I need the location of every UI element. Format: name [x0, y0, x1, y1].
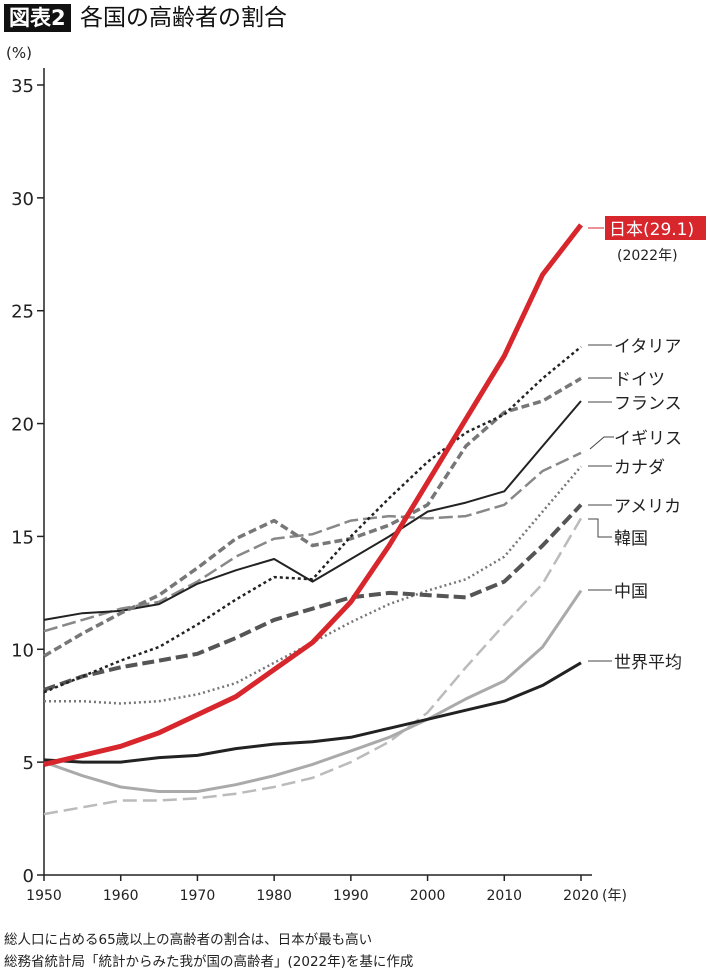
x-axis-label: (年)	[602, 888, 627, 904]
caption: 総人口に占める65歳以上の高齢者の割合は、日本が最も高い	[4, 932, 373, 948]
x-tick-label: 1960	[103, 888, 139, 904]
y-tick-label: 10	[11, 640, 34, 661]
y-tick-label: 20	[11, 415, 34, 436]
x-tick-label: 2000	[410, 888, 446, 904]
series-label: イタリア	[614, 337, 681, 357]
series-label: 日本(29.1)	[609, 220, 694, 240]
y-axis-label: (%)	[6, 44, 32, 62]
x-tick-label: 2020	[563, 888, 599, 904]
japan-label-box	[605, 216, 706, 240]
x-tick-label: 1990	[333, 888, 369, 904]
series-line-0	[43, 223, 583, 767]
y-tick-label: 0	[23, 866, 34, 887]
series-line-1	[43, 345, 582, 694]
series-label: アメリカ	[614, 497, 681, 517]
series-label: ドイツ	[614, 370, 665, 390]
x-tick-label: 1970	[180, 888, 216, 904]
series-line-3	[43, 400, 582, 621]
source-note: 総務省統計局「統計からみた我が国の高齢者」(2022年)を基に作成	[4, 954, 414, 970]
series-label: 中国	[614, 582, 648, 602]
series-label: 韓国	[614, 529, 648, 549]
series-label: カナダ	[614, 458, 665, 478]
x-tick-label: 1980	[256, 888, 292, 904]
x-tick-label: 2010	[486, 888, 522, 904]
series-label: 世界平均	[614, 653, 682, 673]
label-leader	[589, 436, 614, 450]
series-line-4	[43, 451, 582, 633]
chart-title: 各国の高齢者の割合	[80, 5, 287, 31]
series-label: フランス	[614, 394, 682, 414]
x-tick-label: 1950	[26, 888, 62, 904]
y-tick-label: 15	[11, 527, 34, 548]
series-line-6	[43, 503, 583, 692]
y-tick-label: 5	[23, 753, 34, 774]
series-line-5	[44, 465, 582, 705]
series-line-9	[43, 661, 582, 764]
series-label: イギリス	[614, 429, 682, 449]
series-line-8	[43, 589, 583, 793]
y-tick-label: 25	[11, 302, 34, 323]
figure-badge: 図表2	[4, 4, 71, 32]
y-tick-label: 35	[11, 76, 34, 97]
label-leader	[588, 518, 612, 538]
series-line-7	[43, 517, 583, 816]
series-line-2	[43, 376, 582, 658]
japan-year-note: (2022年)	[617, 248, 678, 264]
y-tick-label: 30	[11, 189, 34, 210]
